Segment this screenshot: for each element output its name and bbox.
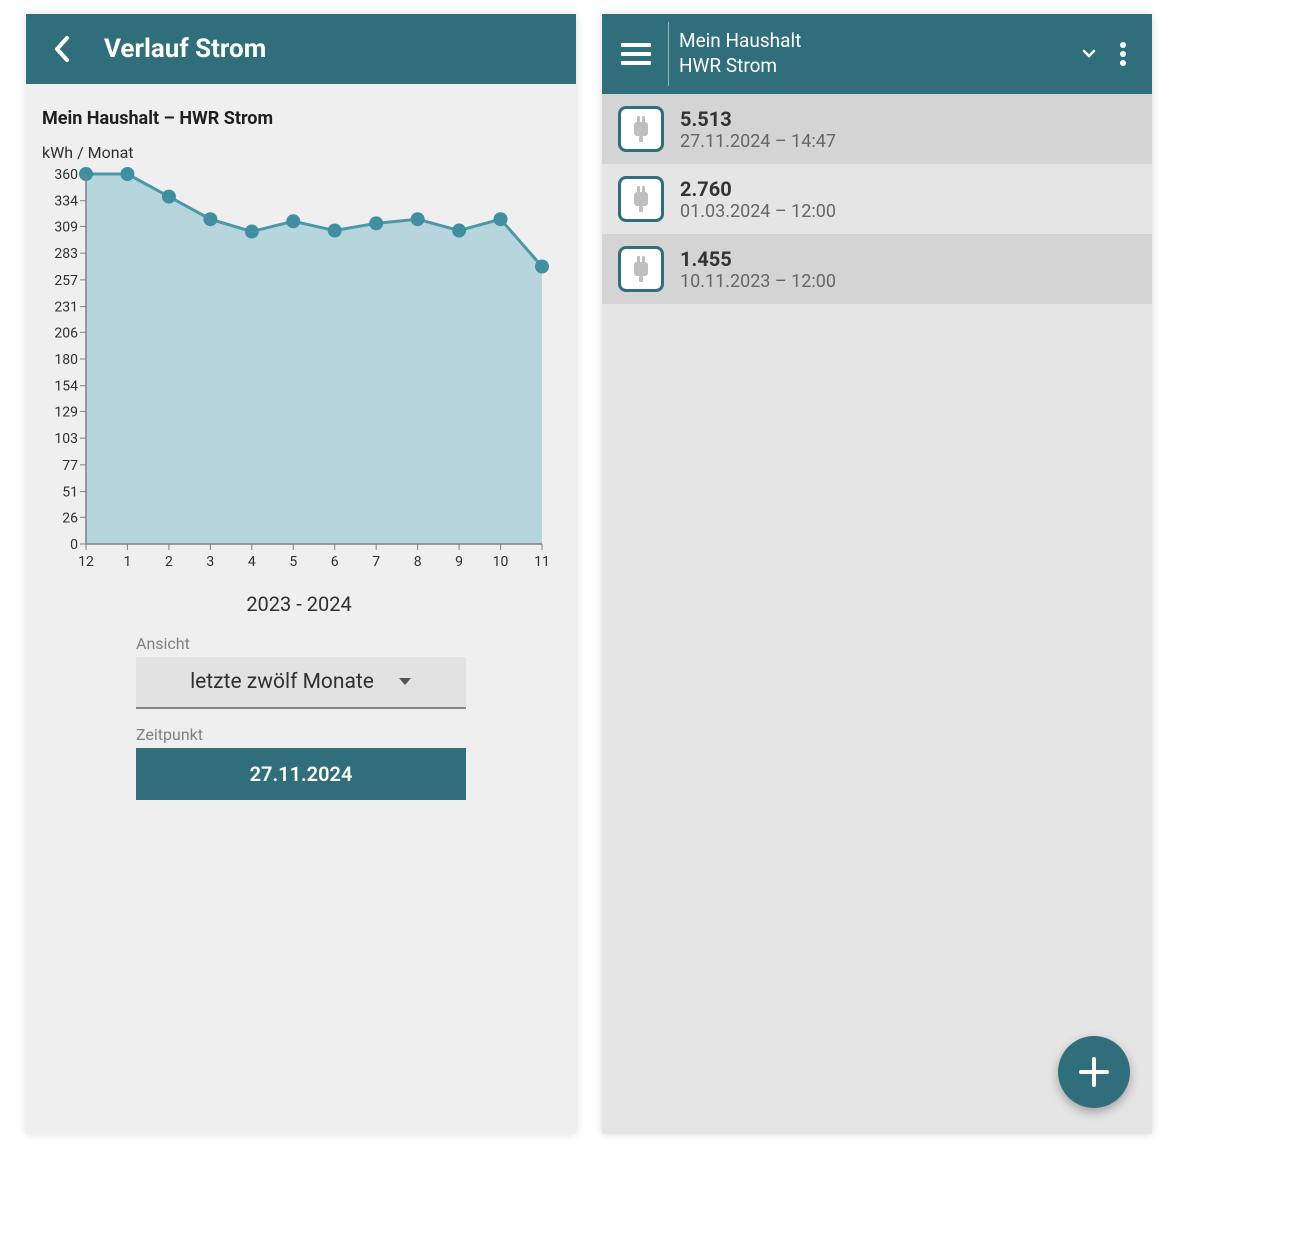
chevron-down-icon bbox=[1082, 49, 1096, 59]
phone-readings: Mein Haushalt HWR Strom 5.513 bbox=[602, 14, 1152, 1134]
add-reading-fab[interactable] bbox=[1058, 1036, 1130, 1108]
topbar-history: Verlauf Strom bbox=[26, 14, 576, 84]
svg-text:6: 6 bbox=[331, 554, 339, 570]
svg-text:309: 309 bbox=[54, 219, 78, 235]
controls: Ansicht letzte zwölf Monate Zeitpunkt 27… bbox=[26, 616, 576, 816]
back-button[interactable] bbox=[42, 29, 82, 69]
kebab-icon bbox=[1119, 41, 1127, 67]
svg-text:7: 7 bbox=[372, 554, 380, 570]
svg-text:11: 11 bbox=[534, 554, 550, 570]
svg-text:334: 334 bbox=[54, 194, 78, 210]
date-button[interactable]: 27.11.2024 bbox=[136, 748, 466, 800]
plug-icon bbox=[618, 176, 664, 222]
reading-row[interactable]: 5.513 27.11.2024 – 14:47 bbox=[602, 94, 1152, 164]
reading-text: 1.455 10.11.2023 – 12:00 bbox=[680, 247, 836, 292]
overflow-menu-button[interactable] bbox=[1106, 37, 1140, 71]
phone-history: Verlauf Strom Mein Haushalt – HWR Strom … bbox=[26, 14, 576, 1134]
hamburger-icon bbox=[621, 42, 651, 66]
chart-container: kWh / Monat 0265177103129154180206231257… bbox=[26, 137, 576, 616]
view-dropdown[interactable]: letzte zwölf Monate bbox=[136, 657, 466, 709]
svg-text:3: 3 bbox=[206, 554, 214, 570]
svg-text:257: 257 bbox=[54, 273, 78, 289]
dropdown-caret-icon bbox=[398, 677, 412, 687]
menu-button[interactable] bbox=[614, 32, 658, 76]
svg-text:154: 154 bbox=[54, 379, 78, 395]
view-label: Ansicht bbox=[136, 634, 466, 653]
svg-text:231: 231 bbox=[54, 300, 78, 316]
chart-subtitle: Mein Haushalt – HWR Strom bbox=[26, 84, 576, 137]
svg-text:12: 12 bbox=[78, 554, 94, 570]
reading-value: 2.760 bbox=[680, 177, 836, 201]
svg-text:9: 9 bbox=[455, 554, 463, 570]
reading-text: 2.760 01.03.2024 – 12:00 bbox=[680, 177, 836, 222]
reading-value: 1.455 bbox=[680, 247, 836, 271]
reading-row[interactable]: 2.760 01.03.2024 – 12:00 bbox=[602, 164, 1152, 234]
reading-timestamp: 27.11.2024 – 14:47 bbox=[680, 131, 836, 152]
svg-text:51: 51 bbox=[62, 485, 78, 501]
view-dropdown-value: letzte zwölf Monate bbox=[190, 670, 374, 694]
y-axis-label: kWh / Monat bbox=[32, 143, 566, 162]
context-title-line2: HWR Strom bbox=[679, 54, 1072, 79]
reading-text: 5.513 27.11.2024 – 14:47 bbox=[680, 107, 836, 152]
svg-text:8: 8 bbox=[414, 554, 422, 570]
page-title: Verlauf Strom bbox=[104, 34, 266, 64]
svg-text:360: 360 bbox=[54, 167, 78, 183]
svg-text:10: 10 bbox=[493, 554, 509, 570]
svg-text:26: 26 bbox=[62, 510, 78, 526]
context-title[interactable]: Mein Haushalt HWR Strom bbox=[679, 29, 1072, 78]
svg-text:103: 103 bbox=[54, 431, 78, 447]
svg-text:4: 4 bbox=[248, 554, 256, 570]
plug-icon bbox=[618, 106, 664, 152]
consumption-chart: 0265177103129154180206231257283309334360… bbox=[32, 164, 552, 584]
reading-value: 5.513 bbox=[680, 107, 836, 131]
svg-text:283: 283 bbox=[54, 246, 78, 262]
chevron-left-icon bbox=[52, 35, 72, 63]
context-expand-button[interactable] bbox=[1072, 37, 1106, 71]
readings-list: 5.513 27.11.2024 – 14:47 2.760 01.03.202… bbox=[602, 94, 1152, 1134]
svg-text:0: 0 bbox=[70, 537, 78, 553]
svg-text:180: 180 bbox=[54, 352, 78, 368]
time-label: Zeitpunkt bbox=[136, 725, 466, 744]
svg-text:206: 206 bbox=[54, 325, 78, 341]
x-axis-label: 2023 - 2024 bbox=[32, 592, 566, 616]
plus-icon bbox=[1077, 1055, 1111, 1089]
topbar-divider bbox=[668, 22, 669, 86]
context-title-line1: Mein Haushalt bbox=[679, 29, 1072, 54]
reading-row[interactable]: 1.455 10.11.2023 – 12:00 bbox=[602, 234, 1152, 304]
date-button-value: 27.11.2024 bbox=[250, 762, 353, 786]
reading-timestamp: 01.03.2024 – 12:00 bbox=[680, 201, 836, 222]
reading-timestamp: 10.11.2023 – 12:00 bbox=[680, 271, 836, 292]
svg-text:2: 2 bbox=[165, 554, 173, 570]
plug-icon bbox=[618, 246, 664, 292]
svg-text:5: 5 bbox=[289, 554, 297, 570]
topbar-readings: Mein Haushalt HWR Strom bbox=[602, 14, 1152, 94]
svg-text:1: 1 bbox=[124, 554, 132, 570]
svg-text:77: 77 bbox=[62, 458, 78, 474]
svg-text:129: 129 bbox=[54, 404, 78, 420]
